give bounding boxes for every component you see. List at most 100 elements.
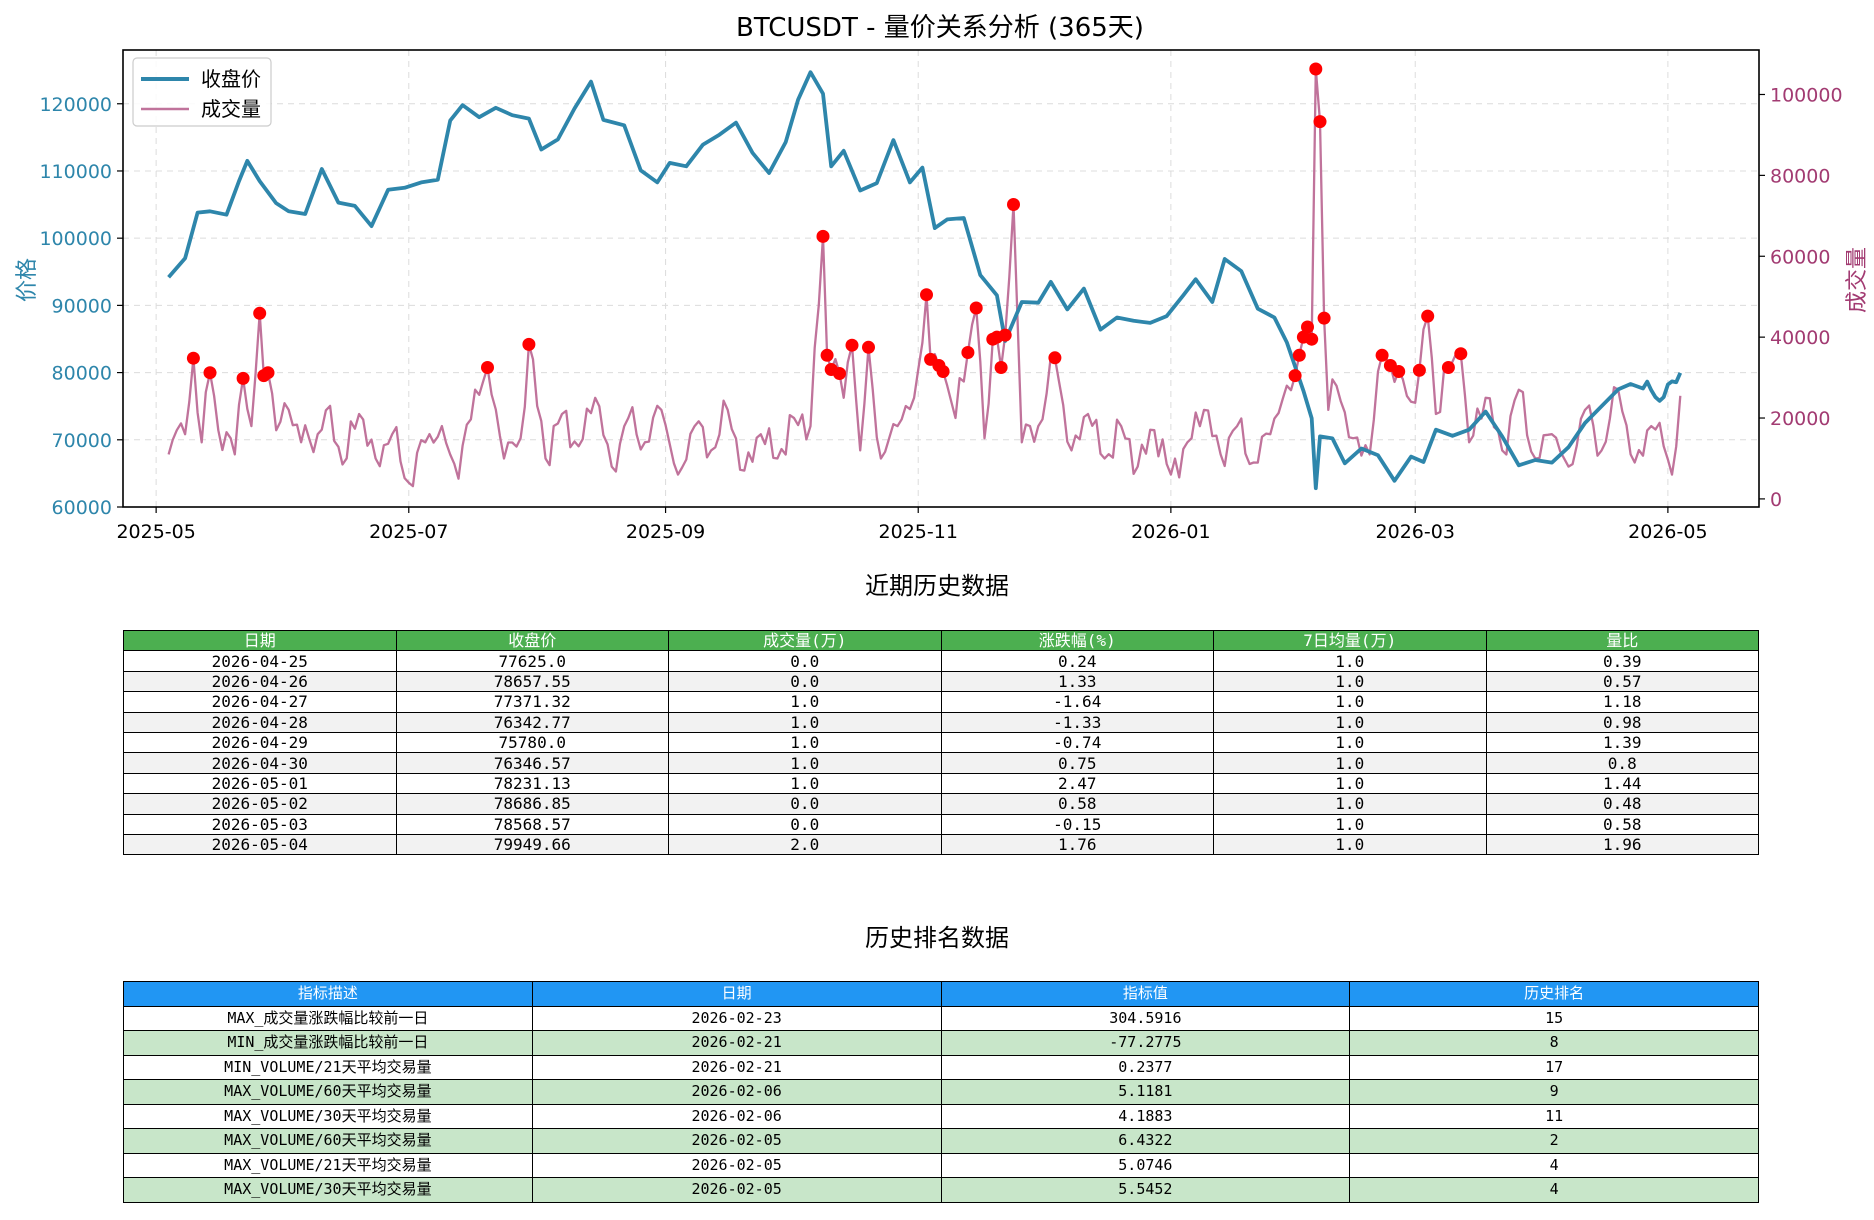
legend: 收盘价 成交量 [132,57,272,127]
table-row: 2026-04-26 78657.55 0.0 1.33 1.0 0.57 [123,670,1759,693]
table-cell: 2026-05-02 [123,793,397,815]
x-tick-label: 2025-11 [879,521,958,543]
y-tick-label: 120000 [39,94,112,116]
table-row: 2026-04-27 77371.32 1.0 -1.64 1.0 1.18 [123,691,1759,713]
table-cell: 1.0 [1213,650,1487,672]
table-cell: MAX_VOLUME/30天平均交易量 [123,1177,533,1203]
table-cell: 4 [1349,1152,1759,1178]
table-cell: 1.0 [1213,711,1487,733]
volume-spike-point [845,338,859,352]
table-cell: 1.76 [940,833,1214,856]
x-tick-label: 2026-03 [1376,521,1455,543]
table-cell: MAX_VOLUME/60天平均交易量 [123,1079,533,1105]
volume-line [167,67,1682,488]
y-tick-label: 80000 [52,363,112,385]
table-row: 2026-04-30 76346.57 1.0 0.75 1.0 0.8 [123,752,1759,774]
table-row: MAX_VOLUME/21天平均交易量 2026-02-05 5.0746 4 [123,1152,1759,1178]
volume-spike-point [261,366,275,380]
table-cell: 76342.77 [395,711,669,733]
y-tick-label: 100000 [39,228,112,250]
table-cell: 4 [1349,1177,1759,1203]
table-cell: 1.0 [668,772,942,795]
table-cell: 1.0 [668,731,942,754]
volume-spike-point [1313,115,1327,129]
table-cell: 8 [1349,1030,1759,1056]
volume-spike-point [186,351,200,365]
y2-tick-label: 0 [1770,489,1782,511]
table-cell: 1.0 [1213,752,1487,774]
volume-spike-point [969,301,983,315]
table-cell: -0.15 [940,813,1214,835]
column-header: 日期 [531,981,942,1007]
table-cell: 2026-02-05 [531,1152,942,1178]
table-cell: 11 [1349,1103,1759,1129]
table-cell: 2026-05-04 [123,833,397,856]
table-row: 2026-05-01 78231.13 1.0 2.47 1.0 1.44 [123,772,1759,795]
table-cell: 76346.57 [395,752,669,774]
table-cell: 1.44 [1485,772,1759,795]
volume-spike-point [820,348,834,362]
volume-spike-point [1421,309,1435,323]
y-tick-label: 70000 [52,430,112,452]
volume-spike-point [1441,361,1455,374]
volume-spike-point [1392,365,1406,378]
table-cell: 1.0 [1213,772,1487,795]
table-cell: 0.8 [1485,752,1759,774]
table-cell: 0.58 [940,793,1214,815]
table-cell: 2026-05-03 [123,813,397,835]
table-cell: -1.33 [940,711,1214,733]
table-cell: 1.0 [668,711,942,733]
table-cell: 0.0 [668,670,942,693]
table-row: MAX_VOLUME/60天平均交易量 2026-02-06 5.1181 9 [123,1079,1759,1105]
table-row: 2026-05-04 79949.66 2.0 1.76 1.0 1.96 [123,833,1759,856]
table-row: MAX_VOLUME/30天平均交易量 2026-02-05 5.5452 4 [123,1177,1759,1203]
recent-history-table: 日期 收盘价 成交量(万) 涨跌幅(%) 7日均量(万) 量比 2026-04-25 776… [123,629,1759,856]
table-row: MAX_VOLUME/30天平均交易量 2026-02-06 4.1883 11 [123,1103,1759,1129]
table-cell: 1.0 [1213,793,1487,815]
table-cell: MAX_成交量涨跌幅比较前一日 [123,1005,533,1031]
table-cell: MIN_VOLUME/21天平均交易量 [123,1054,533,1080]
table-cell: 75780.0 [395,731,669,754]
volume-spike-point [1301,320,1314,334]
table-cell: 1.18 [1485,691,1759,713]
table-cell: 15 [1349,1005,1759,1031]
volume-spike-point [522,337,536,351]
price-line [167,70,1683,491]
table-cell: 1.39 [1485,731,1759,754]
volume-spike-point [1412,363,1426,377]
table-cell: 2026-04-29 [123,731,397,754]
table-header-row: 指标描述 日期 指标值 历史排名 [123,981,1759,1007]
volume-spike-point [998,328,1012,342]
volume-spike-point [994,361,1008,374]
table-cell: 2026-04-28 [123,711,397,733]
table-row: 2026-04-29 75780.0 1.0 -0.74 1.0 1.39 [123,731,1759,754]
volume-spike-point [862,340,875,354]
history-rank-table: 指标描述 日期 指标值 历史排名 MAX_成交量涨跌幅比较前一日 2026-02-23 3… [123,981,1759,1203]
table-cell: 78657.55 [395,670,669,693]
table-cell: 6.4322 [940,1128,1351,1154]
column-header: 日期 [123,629,397,652]
volume-spike-point [1317,311,1331,325]
x-tick-label: 2025-07 [369,521,448,543]
recent-table-title: 近期历史数据 [865,572,1009,600]
table-cell: 0.0 [668,813,942,835]
table-cell: 2.0 [668,833,942,856]
volume-layer [167,67,1682,488]
table-cell: 2026-02-06 [531,1079,942,1105]
table-header-row: 日期 收盘价 成交量(万) 涨跌幅(%) 7日均量(万) 量比 [123,629,1759,652]
y-tick-label: 110000 [39,161,112,183]
volume-spike-point [236,371,250,385]
table-cell: 2026-02-05 [531,1177,942,1203]
x-tick-label: 2025-05 [116,521,195,543]
y2-tick-label: 60000 [1770,246,1830,268]
y-axis-left: 60000 70000 80000 90000 100000 110000 120000 [39,94,123,519]
table-cell: 1.0 [1213,691,1487,713]
x-tick-label: 2026-05 [1628,521,1707,543]
table-cell: -77.2775 [940,1030,1351,1056]
volume-spike-point [481,361,494,374]
table-cell: 2026-04-26 [123,670,397,693]
table-row: MIN_成交量涨跌幅比较前一日 2026-02-21 -77.2775 8 [123,1030,1759,1056]
volume-spike-point [253,306,267,320]
chart-title: BTCUSDT - 量价关系分析 (365天) [736,13,1144,43]
table-cell: 79949.66 [395,833,669,856]
